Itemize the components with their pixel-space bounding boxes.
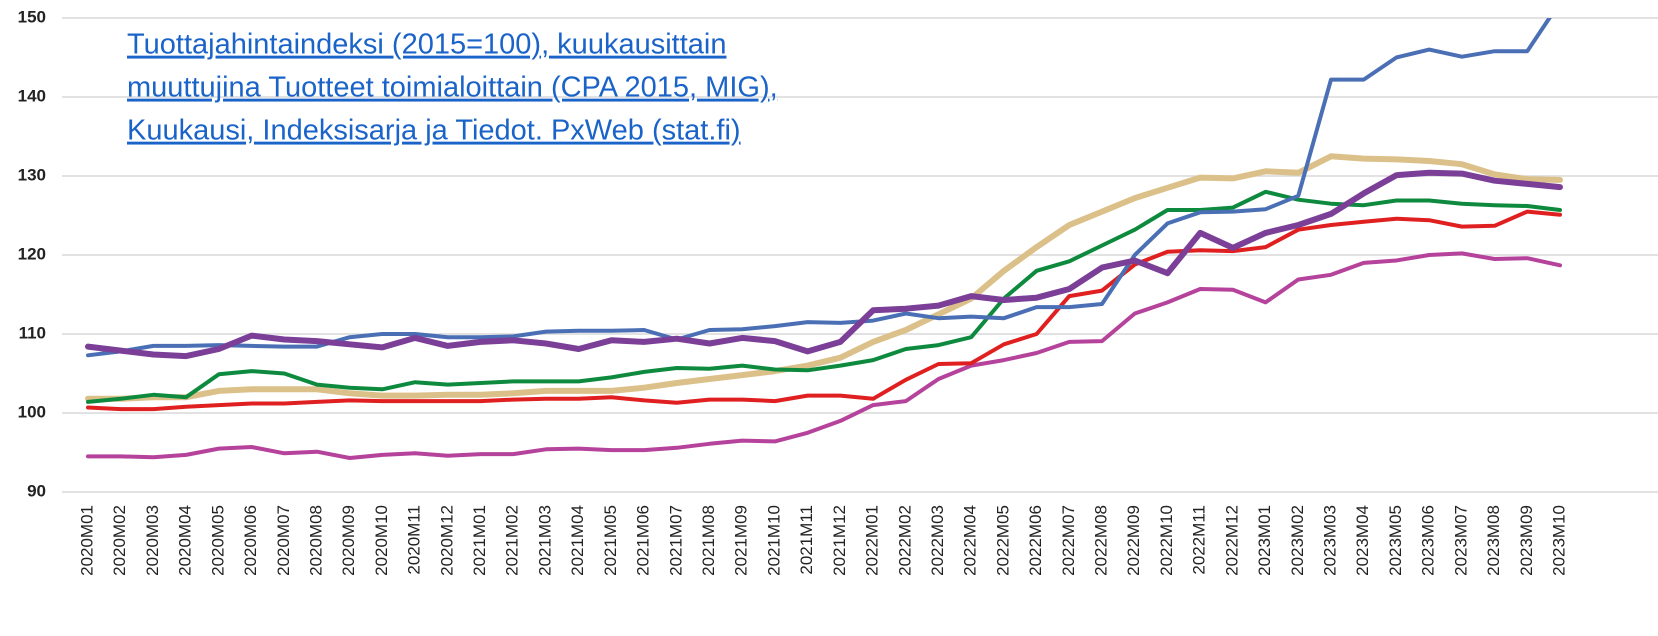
x-tick-label: 2021M11 xyxy=(797,505,816,575)
x-tick-label: 2022M02 xyxy=(895,505,914,576)
x-tick-label: 2020M10 xyxy=(372,505,391,576)
x-tick-label: 2022M12 xyxy=(1222,505,1241,576)
x-tick-label: 2022M10 xyxy=(1157,505,1176,576)
x-tick-label: 2020M09 xyxy=(339,505,358,576)
x-tick-label: 2023M09 xyxy=(1517,505,1536,576)
x-tick-label: 2022M03 xyxy=(928,505,947,576)
x-tick-label: 2020M02 xyxy=(110,505,129,576)
y-tick-label: 120 xyxy=(18,244,46,263)
x-tick-label: 2023M02 xyxy=(1288,505,1307,576)
y-tick-label: 150 xyxy=(18,7,46,26)
x-tick-label: 2023M04 xyxy=(1353,505,1372,576)
x-tick-label: 2023M08 xyxy=(1484,505,1503,576)
x-tick-label: 2020M06 xyxy=(241,505,260,576)
x-tick-label: 2022M06 xyxy=(1026,505,1045,576)
x-tick-label: 2021M07 xyxy=(666,505,685,576)
source-link[interactable]: Kuukausi, Indeksisarja ja Tiedot. PxWeb … xyxy=(127,115,741,147)
x-tick-label: 2020M05 xyxy=(208,505,227,576)
x-tick-label: 2021M04 xyxy=(568,505,587,576)
x-tick-label: 2020M12 xyxy=(437,505,456,576)
x-tick-label: 2020M03 xyxy=(143,505,162,576)
x-tick-label: 2022M01 xyxy=(863,505,882,576)
x-tick-label: 2022M11 xyxy=(1190,505,1209,575)
x-tick-label: 2021M01 xyxy=(470,505,489,576)
x-tick-label: 2022M07 xyxy=(1059,505,1078,576)
x-tick-label: 2022M08 xyxy=(1092,505,1111,576)
x-tick-label: 2023M03 xyxy=(1321,505,1340,576)
x-tick-label: 2022M09 xyxy=(1124,505,1143,576)
series-line xyxy=(86,209,1562,412)
x-tick-label: 2021M02 xyxy=(503,505,522,576)
x-tick-label: 2020M01 xyxy=(77,505,96,576)
series-line xyxy=(86,251,1562,460)
x-tick-label: 2020M04 xyxy=(176,505,195,576)
y-tick-label: 130 xyxy=(18,165,46,184)
series-line xyxy=(86,189,1562,404)
x-tick-label: 2022M05 xyxy=(993,505,1012,576)
y-tick-label: 110 xyxy=(19,323,46,342)
y-tick-label: 90 xyxy=(27,481,46,500)
x-tick-label: 2021M03 xyxy=(535,505,554,576)
x-tick-label: 2021M12 xyxy=(830,505,849,576)
y-tick-label: 100 xyxy=(18,402,46,421)
x-tick-label: 2021M09 xyxy=(732,505,751,576)
x-tick-label: 2023M01 xyxy=(1255,505,1274,576)
source-link[interactable]: muuttujina Tuotteet toimialoittain (CPA … xyxy=(127,72,778,104)
x-tick-label: 2020M11 xyxy=(405,505,424,575)
x-tick-label: 2023M06 xyxy=(1419,505,1438,576)
source-link[interactable]: Tuottajahintaindeksi (2015=100), kuukaus… xyxy=(127,29,726,61)
x-tick-label: 2021M10 xyxy=(764,505,783,576)
x-tick-label: 2023M07 xyxy=(1451,505,1470,576)
y-tick-label: 140 xyxy=(18,86,46,105)
x-tick-label: 2023M10 xyxy=(1549,505,1568,576)
x-tick-label: 2020M07 xyxy=(274,505,293,576)
series-line xyxy=(85,169,1563,360)
x-tick-label: 2020M08 xyxy=(306,505,325,576)
series-line xyxy=(85,153,1563,402)
x-tick-label: 2021M08 xyxy=(699,505,718,576)
x-tick-label: 2023M05 xyxy=(1386,505,1405,576)
x-tick-label: 2022M04 xyxy=(961,505,980,576)
x-tick-label: 2021M05 xyxy=(601,505,620,576)
x-tick-label: 2021M06 xyxy=(634,505,653,576)
